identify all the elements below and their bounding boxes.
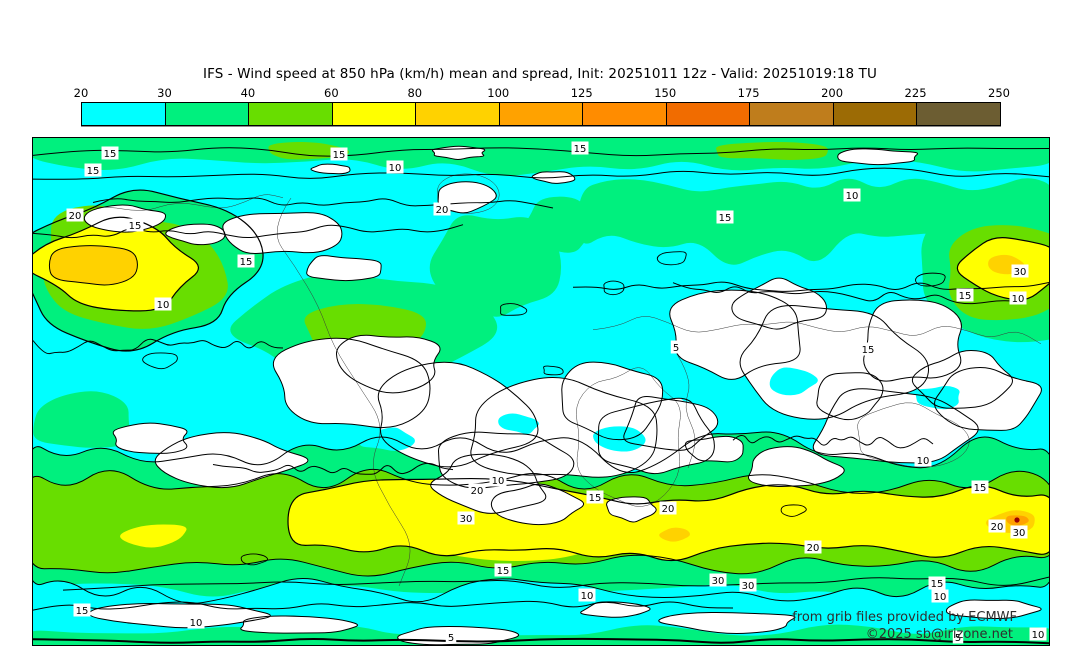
svg-text:10: 10 bbox=[581, 591, 594, 602]
colorbar-segment bbox=[749, 103, 833, 125]
svg-text:20: 20 bbox=[991, 522, 1004, 533]
attribution-source: from grib files provided by ECMWF bbox=[792, 610, 1017, 625]
svg-text:30: 30 bbox=[1014, 267, 1027, 278]
colorbar-segment bbox=[415, 103, 499, 125]
colorbar-segment bbox=[164, 103, 249, 125]
svg-text:15: 15 bbox=[974, 483, 987, 494]
colorbar-tick: 125 bbox=[570, 86, 593, 100]
svg-text:15: 15 bbox=[240, 257, 253, 268]
svg-text:30: 30 bbox=[742, 581, 755, 592]
colorbar-segment bbox=[82, 103, 165, 125]
svg-text:10: 10 bbox=[1012, 294, 1025, 305]
svg-text:20: 20 bbox=[662, 504, 675, 515]
colorbar-segment bbox=[665, 103, 750, 125]
svg-text:15: 15 bbox=[862, 345, 875, 356]
svg-text:5: 5 bbox=[448, 633, 454, 644]
colorbar-tick: 40 bbox=[240, 86, 256, 100]
colorbar-segment bbox=[916, 103, 1001, 125]
colorbar-segment bbox=[498, 103, 583, 125]
attribution-copyright: ©2025 sb@irizone.net bbox=[865, 627, 1013, 642]
colorbar-tick: 200 bbox=[821, 86, 844, 100]
svg-text:10: 10 bbox=[917, 456, 930, 467]
svg-text:10: 10 bbox=[934, 592, 947, 603]
colorbar-tick: 100 bbox=[487, 86, 510, 100]
colorbar-segment bbox=[248, 103, 332, 125]
colorbar-segments bbox=[81, 102, 1001, 126]
svg-text:10: 10 bbox=[846, 191, 859, 202]
colorbar-segment bbox=[832, 103, 917, 125]
colorbar-tick: 60 bbox=[324, 86, 339, 100]
colorbar-tick: 250 bbox=[988, 86, 1010, 100]
svg-text:20: 20 bbox=[807, 543, 820, 554]
svg-text:30: 30 bbox=[460, 514, 473, 525]
svg-text:15: 15 bbox=[589, 493, 602, 504]
svg-text:20: 20 bbox=[69, 211, 82, 222]
world-wind-map: 15 15 20 15 15 10 15 10 20 15 15 10 30 15 10 5 15 10 20 30 1… bbox=[32, 137, 1050, 646]
colorbar: 20 30 40 60 80 100 125 150 175 200 225 250 bbox=[74, 86, 1010, 126]
colorbar-tick: 175 bbox=[737, 86, 760, 100]
svg-text:20: 20 bbox=[436, 205, 449, 216]
svg-text:5: 5 bbox=[955, 633, 961, 644]
svg-text:15: 15 bbox=[931, 579, 944, 590]
svg-text:15: 15 bbox=[87, 166, 100, 177]
svg-text:15: 15 bbox=[497, 566, 510, 577]
colorbar-tick: 20 bbox=[73, 86, 89, 100]
colorbar-tick: 150 bbox=[654, 86, 677, 100]
svg-text:15: 15 bbox=[333, 150, 346, 161]
colorbar-tick: 225 bbox=[904, 86, 927, 100]
svg-text:30: 30 bbox=[712, 576, 725, 587]
colorbar-tick: 80 bbox=[407, 86, 423, 100]
svg-text:15: 15 bbox=[76, 606, 89, 617]
svg-text:15: 15 bbox=[959, 291, 972, 302]
colorbar-segment bbox=[582, 103, 666, 125]
colorbar-tick: 30 bbox=[157, 86, 172, 100]
world-wind-map-canvas: 15 15 20 15 15 10 15 10 20 15 15 10 30 15 10 5 15 10 20 30 1… bbox=[33, 138, 1049, 645]
svg-text:20: 20 bbox=[471, 486, 484, 497]
svg-text:10: 10 bbox=[1032, 630, 1045, 641]
svg-text:10: 10 bbox=[389, 163, 402, 174]
svg-text:15: 15 bbox=[719, 213, 732, 224]
svg-text:15: 15 bbox=[104, 149, 117, 160]
svg-text:10: 10 bbox=[190, 618, 203, 629]
colorbar-ticks: 20 30 40 60 80 100 125 150 175 200 225 250 bbox=[74, 86, 1010, 100]
svg-text:10: 10 bbox=[157, 300, 170, 311]
svg-text:10: 10 bbox=[492, 476, 505, 487]
svg-text:15: 15 bbox=[574, 144, 587, 155]
svg-text:30: 30 bbox=[1013, 528, 1026, 539]
svg-text:5: 5 bbox=[673, 343, 679, 354]
page-title: IFS - Wind speed at 850 hPa (km/h) mean … bbox=[203, 66, 877, 82]
svg-text:15: 15 bbox=[129, 221, 142, 232]
colorbar-segment bbox=[331, 103, 416, 125]
